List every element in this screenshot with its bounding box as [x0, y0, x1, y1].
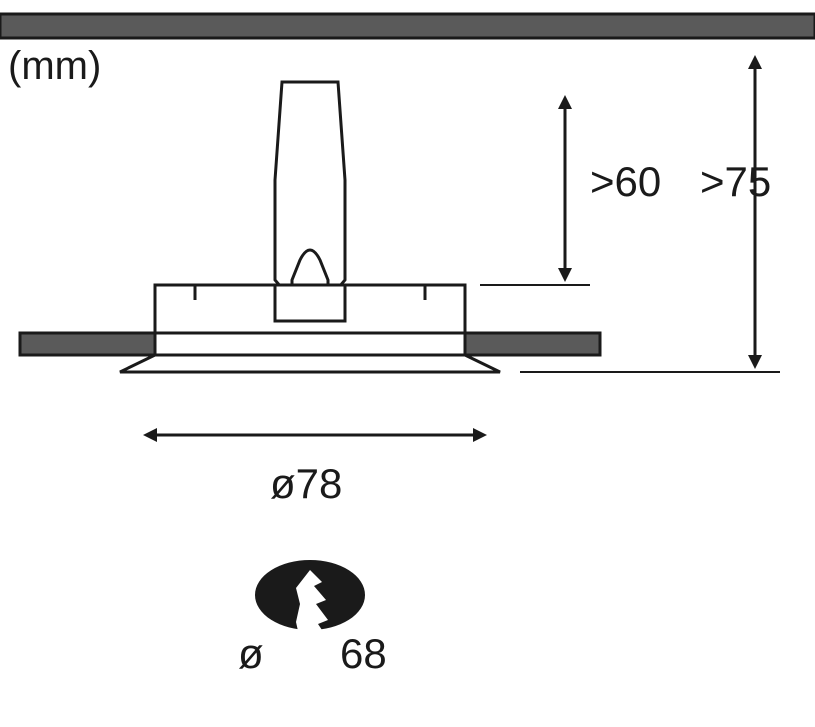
dimension-height-60 [480, 98, 590, 285]
fixture-side-view [20, 82, 600, 372]
label-height-60: >60 [590, 158, 661, 206]
label-cutout-diameter-value: 68 [340, 630, 387, 678]
label-height-75: >75 [700, 158, 771, 206]
label-diameter-78: ø78 [270, 460, 342, 508]
dimension-height-75 [520, 58, 780, 372]
unit-label: (mm) [8, 44, 101, 89]
ceiling-bar [0, 14, 815, 38]
label-cutout-diameter-symbol: ø [238, 630, 264, 678]
